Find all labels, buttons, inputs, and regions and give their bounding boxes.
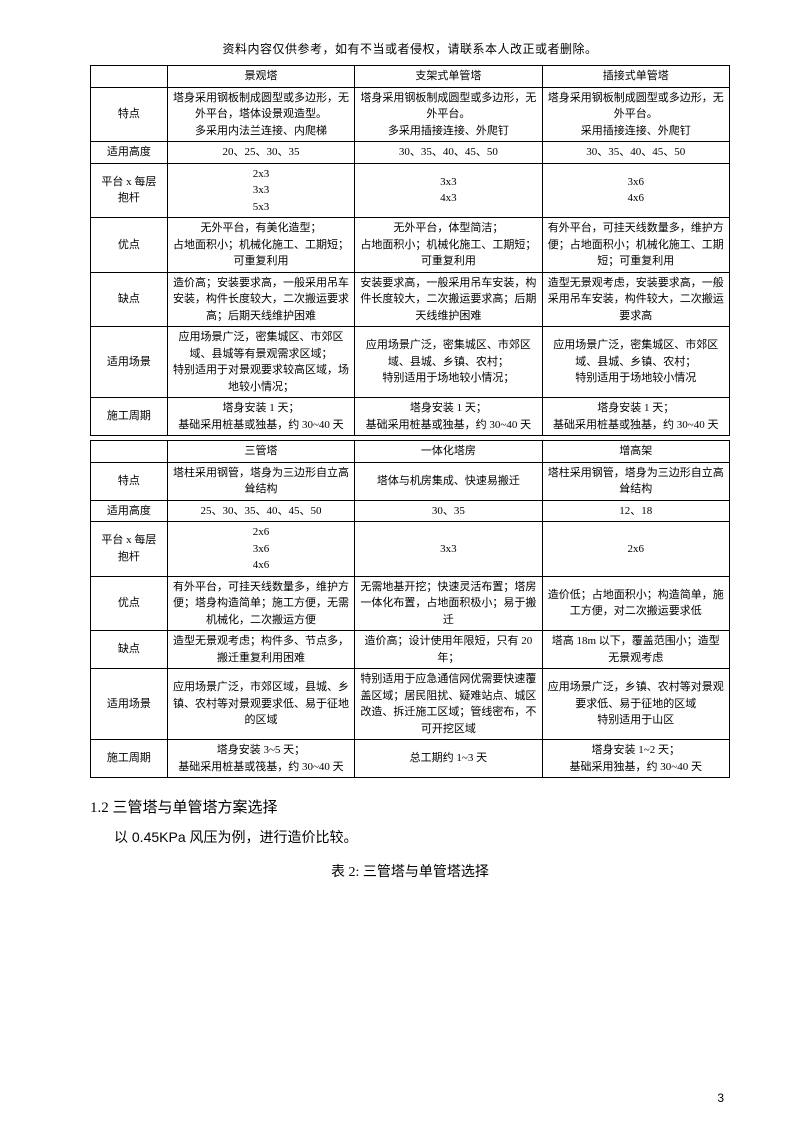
header-col-c: 增高架 bbox=[542, 441, 729, 463]
cell: 安装要求高，一般采用吊车安装，构件长度较大，二次搬运要求高；后期天线维护困难 bbox=[355, 272, 542, 327]
cell: 2x6 bbox=[542, 522, 729, 577]
cell: 造价低；占地面积小；构造简单，施工方便，对二次搬运要求低 bbox=[542, 576, 729, 631]
header-col-b: 支架式单管塔 bbox=[355, 66, 542, 88]
table-row: 施工周期 塔身安装 3~5 天；基础采用桩基或筏基，约 30~40 天 总工期约… bbox=[91, 740, 730, 778]
table-caption: 表 2: 三管塔与单管塔选择 bbox=[90, 861, 730, 881]
header-blank bbox=[91, 66, 168, 88]
table-tower-b: 三管塔 一体化塔房 增高架 特点 塔柱采用钢管，塔身为三边形自立高耸结构 塔体与… bbox=[90, 440, 730, 778]
cell: 塔柱采用钢管，塔身为三边形自立高耸结构 bbox=[167, 462, 354, 500]
section-heading: 1.2 三管塔与单管塔方案选择 bbox=[90, 796, 730, 817]
cell: 塔身采用钢板制成圆型或多边形，无外平台。多采用插接连接、外爬钉 bbox=[355, 87, 542, 142]
cell: 3x64x6 bbox=[542, 163, 729, 218]
row-label: 施工周期 bbox=[91, 740, 168, 778]
cell: 无外平台，体型简洁；占地面积小；机械化施工、工期短；可重复利用 bbox=[355, 218, 542, 273]
cell: 应用场景广泛，密集城区、市郊区域、县城等有景观需求区域；特别适用于对景观要求较高… bbox=[167, 327, 354, 398]
cell: 塔高 18m 以下，覆盖范围小；造型无景观考虑 bbox=[542, 631, 729, 669]
body-paragraph: 以 0.45KPa 风压为例，进行造价比较。 bbox=[114, 827, 730, 847]
cell: 塔身采用钢板制成圆型或多边形，无外平台，塔体设景观造型。多采用内法兰连接、内爬梯 bbox=[167, 87, 354, 142]
table-row: 适用场景 应用场景广泛，市郊区域，县城、乡镇、农村等对景观要求低、易于征地的区域… bbox=[91, 669, 730, 740]
cell: 3x34x3 bbox=[355, 163, 542, 218]
table-tower-a: 景观塔 支架式单管塔 插接式单管塔 特点 塔身采用钢板制成圆型或多边形，无外平台… bbox=[90, 65, 730, 436]
table-row: 平台 x 每层抱杆 2x33x35x3 3x34x3 3x64x6 bbox=[91, 163, 730, 218]
cell: 塔柱采用钢管，塔身为三边形自立高耸结构 bbox=[542, 462, 729, 500]
header-blank bbox=[91, 441, 168, 463]
row-label: 适用高度 bbox=[91, 500, 168, 522]
header-col-a: 三管塔 bbox=[167, 441, 354, 463]
cell: 应用场景广泛，密集城区、市郊区域、县城、乡镇、农村；特别适用于场地较小情况 bbox=[542, 327, 729, 398]
table-row: 特点 塔身采用钢板制成圆型或多边形，无外平台，塔体设景观造型。多采用内法兰连接、… bbox=[91, 87, 730, 142]
table-row: 平台 x 每层抱杆 2x63x64x6 3x3 2x6 bbox=[91, 522, 730, 577]
cell: 有外平台，可挂天线数量多，维护方便；塔身构造简单；施工方便，无需机械化，二次搬运… bbox=[167, 576, 354, 631]
cell: 30、35、40、45、50 bbox=[542, 142, 729, 164]
cell: 塔身安装 1~2 天；基础采用独基，约 30~40 天 bbox=[542, 740, 729, 778]
cell: 特别适用于应急通信网优需要快速覆盖区域；居民阻扰、疑难站点、城区改造、拆迁施工区… bbox=[355, 669, 542, 740]
table-row: 景观塔 支架式单管塔 插接式单管塔 bbox=[91, 66, 730, 88]
header-col-a: 景观塔 bbox=[167, 66, 354, 88]
table-row: 优点 无外平台，有美化造型；占地面积小；机械化施工、工期短；可重复利用 无外平台… bbox=[91, 218, 730, 273]
row-label: 适用场景 bbox=[91, 327, 168, 398]
cell: 无外平台，有美化造型；占地面积小；机械化施工、工期短；可重复利用 bbox=[167, 218, 354, 273]
row-label: 平台 x 每层抱杆 bbox=[91, 163, 168, 218]
table-row: 特点 塔柱采用钢管，塔身为三边形自立高耸结构 塔体与机房集成、快速易搬迁 塔柱采… bbox=[91, 462, 730, 500]
row-label: 适用场景 bbox=[91, 669, 168, 740]
cell: 造价高；设计使用年限短，只有 20 年； bbox=[355, 631, 542, 669]
cell: 30、35 bbox=[355, 500, 542, 522]
cell: 造价高；安装要求高，一般采用吊车安装，构件长度较大，二次搬运要求高；后期天线维护… bbox=[167, 272, 354, 327]
row-label: 适用高度 bbox=[91, 142, 168, 164]
cell: 塔身安装 3~5 天；基础采用桩基或筏基，约 30~40 天 bbox=[167, 740, 354, 778]
cell: 塔体与机房集成、快速易搬迁 bbox=[355, 462, 542, 500]
cell: 25、30、35、40、45、50 bbox=[167, 500, 354, 522]
table-row: 缺点 造价高；安装要求高，一般采用吊车安装，构件长度较大，二次搬运要求高；后期天… bbox=[91, 272, 730, 327]
cell: 2x33x35x3 bbox=[167, 163, 354, 218]
table-row: 适用高度 25、30、35、40、45、50 30、35 12、18 bbox=[91, 500, 730, 522]
cell: 塔身采用钢板制成圆型或多边形，无外平台。采用插接连接、外爬钉 bbox=[542, 87, 729, 142]
row-label: 平台 x 每层抱杆 bbox=[91, 522, 168, 577]
table-row: 施工周期 塔身安装 1 天；基础采用桩基或独基，约 30~40 天 塔身安装 1… bbox=[91, 398, 730, 436]
cell: 2x63x64x6 bbox=[167, 522, 354, 577]
table-row: 优点 有外平台，可挂天线数量多，维护方便；塔身构造简单；施工方便，无需机械化，二… bbox=[91, 576, 730, 631]
row-label: 特点 bbox=[91, 87, 168, 142]
cell: 应用场景广泛，市郊区域，县城、乡镇、农村等对景观要求低、易于征地的区域 bbox=[167, 669, 354, 740]
row-label: 缺点 bbox=[91, 272, 168, 327]
table-row: 适用高度 20、25、30、35 30、35、40、45、50 30、35、40… bbox=[91, 142, 730, 164]
table-row: 三管塔 一体化塔房 增高架 bbox=[91, 441, 730, 463]
cell: 12、18 bbox=[542, 500, 729, 522]
cell: 应用场景广泛，乡镇、农村等对景观要求低、易于征地的区域特别适用于山区 bbox=[542, 669, 729, 740]
disclaimer-text: 资料内容仅供参考，如有不当或者侵权，请联系本人改正或者删除。 bbox=[90, 40, 730, 57]
row-label: 缺点 bbox=[91, 631, 168, 669]
cell: 3x3 bbox=[355, 522, 542, 577]
row-label: 施工周期 bbox=[91, 398, 168, 436]
page-number: 3 bbox=[717, 1091, 724, 1105]
cell: 总工期约 1~3 天 bbox=[355, 740, 542, 778]
table-row: 适用场景 应用场景广泛，密集城区、市郊区域、县城等有景观需求区域；特别适用于对景… bbox=[91, 327, 730, 398]
cell: 塔身安装 1 天；基础采用桩基或独基，约 30~40 天 bbox=[355, 398, 542, 436]
cell: 塔身安装 1 天；基础采用桩基或独基，约 30~40 天 bbox=[167, 398, 354, 436]
cell: 20、25、30、35 bbox=[167, 142, 354, 164]
row-label: 优点 bbox=[91, 218, 168, 273]
row-label: 优点 bbox=[91, 576, 168, 631]
cell: 塔身安装 1 天；基础采用桩基或独基，约 30~40 天 bbox=[542, 398, 729, 436]
cell: 造型无景观考虑；构件多、节点多，搬迁重复利用困难 bbox=[167, 631, 354, 669]
table-row: 缺点 造型无景观考虑；构件多、节点多，搬迁重复利用困难 造价高；设计使用年限短，… bbox=[91, 631, 730, 669]
cell: 有外平台，可挂天线数量多，维护方便；占地面积小；机械化施工、工期短；可重复利用 bbox=[542, 218, 729, 273]
cell: 30、35、40、45、50 bbox=[355, 142, 542, 164]
cell: 造型无景观考虑，安装要求高，一般采用吊车安装，构件较大，二次搬运要求高 bbox=[542, 272, 729, 327]
row-label: 特点 bbox=[91, 462, 168, 500]
page: 资料内容仅供参考，如有不当或者侵权，请联系本人改正或者删除。 景观塔 支架式单管… bbox=[0, 0, 800, 1133]
header-col-c: 插接式单管塔 bbox=[542, 66, 729, 88]
cell: 应用场景广泛，密集城区、市郊区域、县城、乡镇、农村；特别适用于场地较小情况； bbox=[355, 327, 542, 398]
header-col-b: 一体化塔房 bbox=[355, 441, 542, 463]
cell: 无需地基开挖；快速灵活布置；塔房一体化布置，占地面积极小；易于搬迁 bbox=[355, 576, 542, 631]
